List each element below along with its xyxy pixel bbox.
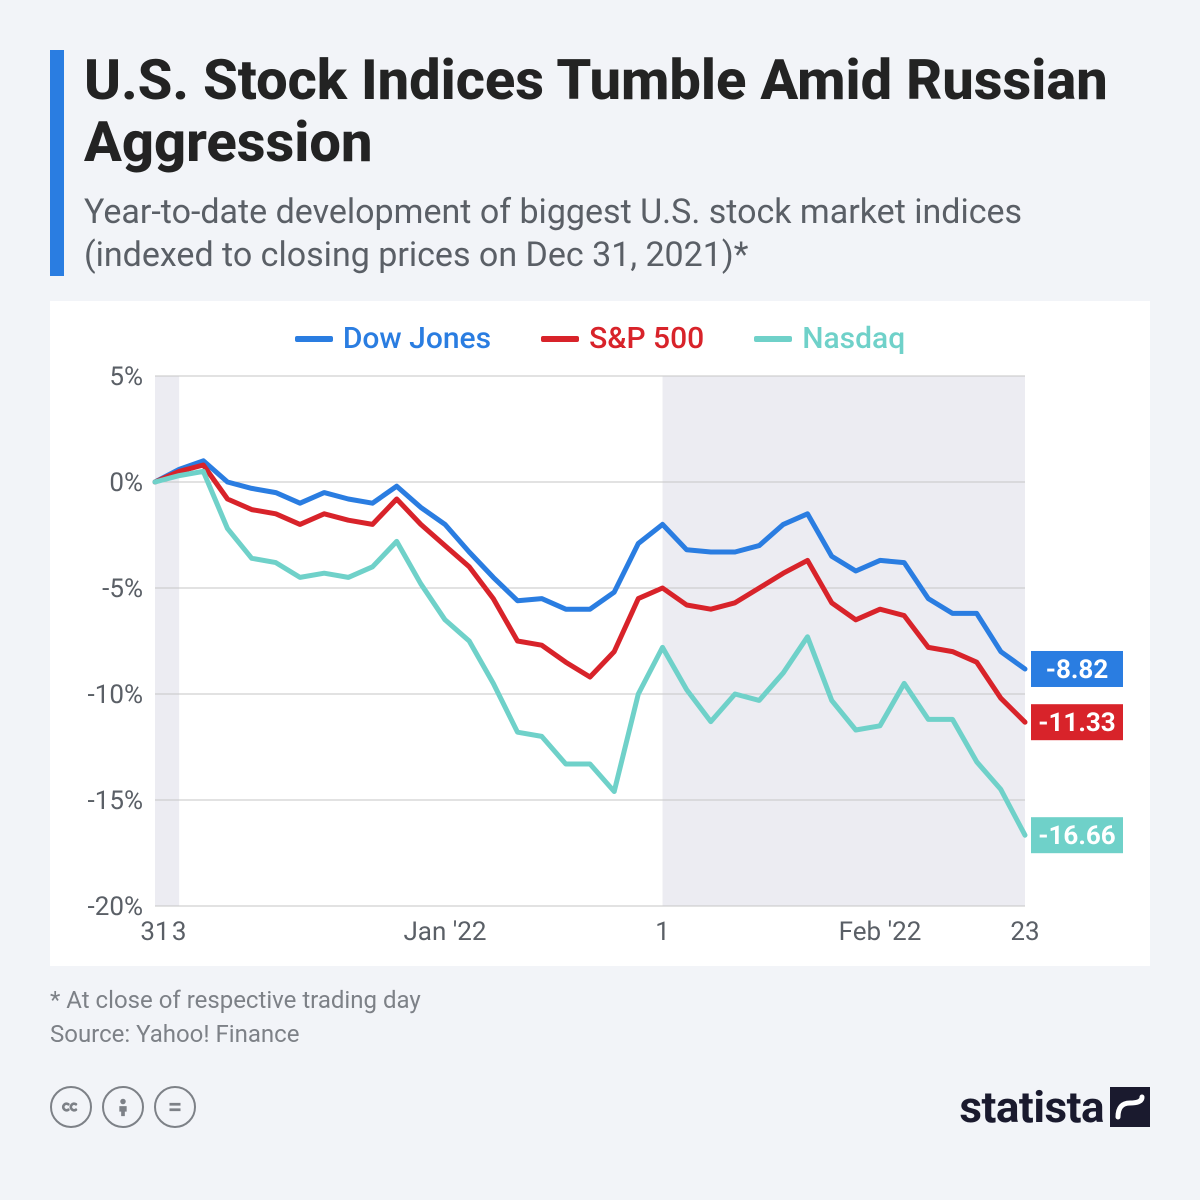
y-tick-label: 0% <box>109 468 143 498</box>
end-label: -16.66 <box>1038 821 1116 851</box>
legend-swatch <box>754 336 792 342</box>
infographic-container: U.S. Stock Indices Tumble Amid Russian A… <box>0 0 1200 1200</box>
shaded-region <box>663 376 1026 906</box>
y-tick-label: 5% <box>109 366 143 392</box>
footnote: * At close of respective trading day Sou… <box>50 984 1150 1051</box>
legend-label: Dow Jones <box>343 321 491 356</box>
chart-legend: Dow Jones S&P 500 Nasdaq <box>60 321 1140 356</box>
legend-item: S&P 500 <box>541 321 704 356</box>
legend-label: S&P 500 <box>589 321 704 356</box>
y-tick-label: -10% <box>88 680 143 710</box>
legend-label: Nasdaq <box>802 321 905 356</box>
footer-row: statista <box>50 1081 1150 1133</box>
brand-text: statista <box>959 1081 1104 1133</box>
license-icons <box>50 1086 196 1128</box>
end-label: -11.33 <box>1038 708 1115 738</box>
legend-item: Dow Jones <box>295 321 491 356</box>
legend-swatch <box>541 336 579 342</box>
end-label: -8.82 <box>1046 655 1109 685</box>
x-tick-label: 1 <box>655 917 670 947</box>
x-tick-label: 3 <box>172 917 187 947</box>
accent-bar <box>50 50 64 276</box>
legend-swatch <box>295 336 333 342</box>
legend-item: Nasdaq <box>754 321 905 356</box>
shaded-region <box>155 376 179 906</box>
cc-icon <box>50 1086 92 1128</box>
y-tick-label: -15% <box>88 786 143 816</box>
footnote-line: * At close of respective trading day <box>50 984 1150 1018</box>
source-line: Source: Yahoo! Finance <box>50 1018 1150 1052</box>
x-tick-label: 23 <box>1010 917 1039 947</box>
title-block: U.S. Stock Indices Tumble Amid Russian A… <box>84 50 1150 276</box>
page-title: U.S. Stock Indices Tumble Amid Russian A… <box>84 50 1150 173</box>
by-icon <box>102 1086 144 1128</box>
x-tick-label: Jan '22 <box>403 917 486 947</box>
header: U.S. Stock Indices Tumble Amid Russian A… <box>50 50 1150 276</box>
chart-card: Dow Jones S&P 500 Nasdaq 5% 0% -5% -10% -15% -2… <box>50 301 1150 966</box>
line-chart: 5% 0% -5% -10% -15% -20%313 Jan '22 1 Feb '22 23 -… <box>60 366 1140 956</box>
nd-icon <box>154 1086 196 1128</box>
brand-mark-icon <box>1110 1087 1150 1127</box>
y-tick-label: -20% <box>88 892 143 922</box>
y-tick-label: -5% <box>102 574 143 604</box>
page-subtitle: Year-to-date development of biggest U.S.… <box>84 191 1150 276</box>
brand-logo: statista <box>959 1081 1150 1133</box>
x-tick-label: Feb '22 <box>839 917 922 947</box>
x-tick-label: 31 <box>140 917 169 947</box>
